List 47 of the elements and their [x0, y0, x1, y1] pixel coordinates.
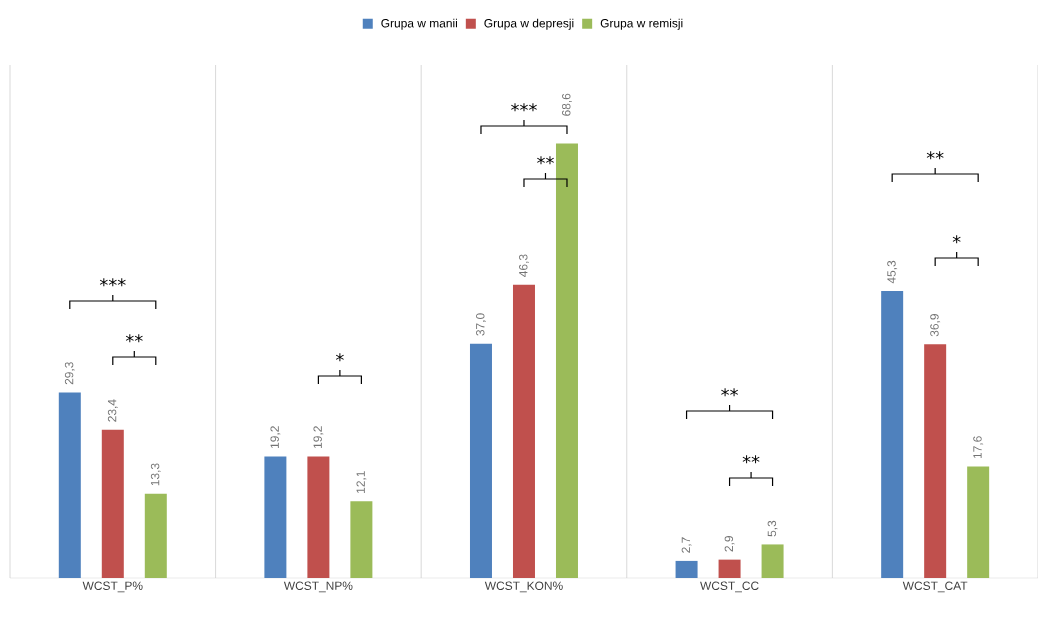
- bar: [512, 284, 535, 578]
- x-tick-label: WCST_KON%: [484, 581, 563, 593]
- annotation: ***: [511, 103, 537, 112]
- data-label: 29,3: [64, 362, 75, 385]
- data-label: 2,9: [724, 536, 735, 552]
- annotation: **: [537, 156, 554, 165]
- bar: [761, 544, 784, 578]
- legend-label: Grupa w depresji: [484, 18, 574, 30]
- annotation: *: [952, 235, 961, 244]
- data-label: 46,3: [519, 254, 529, 277]
- annotation: **: [721, 388, 739, 397]
- bar: [469, 343, 492, 578]
- data-label: 2,7: [681, 537, 692, 553]
- data-label: 45,3: [887, 260, 898, 284]
- x-tick-label: WCST_NP%: [283, 581, 353, 593]
- data-label: 19,2: [270, 426, 281, 448]
- data-label: 12,1: [356, 471, 367, 493]
- data-label: 68,6: [562, 93, 572, 116]
- bar: [101, 429, 124, 578]
- bar: [924, 344, 947, 578]
- bar: [555, 143, 578, 578]
- legend-label: Grupa w manii: [381, 18, 457, 30]
- bar: [307, 456, 330, 578]
- data-label: 36,9: [930, 314, 941, 337]
- annotation: ***: [99, 278, 126, 287]
- data-label: 17,6: [973, 436, 984, 459]
- bar: [264, 456, 287, 578]
- bar: [881, 291, 904, 578]
- annotation: **: [125, 334, 143, 343]
- bar: [58, 392, 81, 578]
- annotation: *: [335, 353, 344, 362]
- bar: [675, 560, 698, 578]
- legend-label: Grupa w remisji: [600, 18, 683, 30]
- annotation: **: [926, 151, 944, 160]
- bar: [718, 559, 741, 578]
- x-tick-label: WCST_CAT: [902, 581, 968, 593]
- bar: [967, 466, 990, 578]
- bar: [144, 493, 167, 578]
- data-label: 23,4: [107, 399, 118, 422]
- annotation: **: [742, 455, 760, 464]
- data-label: 19,2: [313, 426, 324, 448]
- data-label: 5,3: [767, 520, 778, 537]
- x-tick-label: WCST_P%: [82, 581, 143, 593]
- x-tick-label: WCST_CC: [700, 581, 759, 593]
- data-label: 37,0: [476, 313, 486, 336]
- bar: [350, 501, 373, 578]
- data-label: 13,3: [150, 463, 161, 486]
